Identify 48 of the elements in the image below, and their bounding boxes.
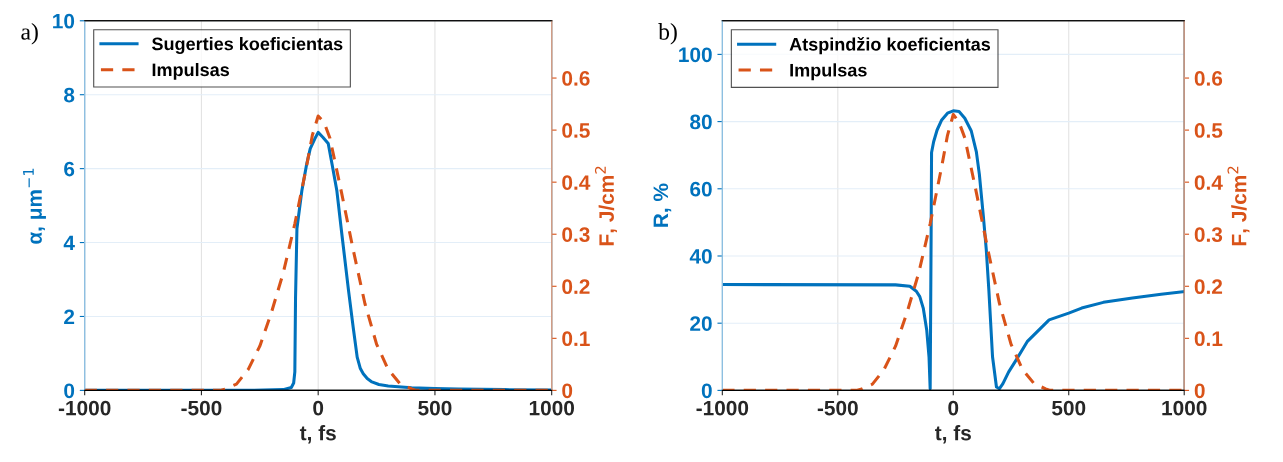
y2-tick-label: 0.1 [1194,331,1223,347]
x-tick-label: 1000 [1162,400,1207,416]
x-axis-title: t, fs [935,425,971,444]
x-tick-label: -500 [817,400,858,416]
x-tick-label: 500 [1052,400,1086,416]
y-tick-label: 10 [53,13,75,29]
y-tick-label: 8 [64,87,75,103]
x-tick-label: 0 [948,400,959,416]
text: a) [21,23,38,45]
y2-tick-label: 0 [1194,383,1205,399]
y2-tick-label: 0.4 [1194,175,1223,190]
legend-label: Sugerties koeficientas [152,37,343,54]
x-tick-label: 0 [313,400,324,416]
y-tick-label: 0 [64,383,75,399]
y2-tick-label: 0.5 [1194,123,1223,138]
y2-tick-label: 0.4 [562,175,591,190]
y-tick-label: 0 [701,383,712,399]
x-axis-title: t, fs [299,425,336,444]
y-tick-label: 6 [64,161,75,177]
y2-tick-label: 0.2 [562,279,590,295]
text: b) [658,23,677,45]
legend-label: Impulsas [152,62,230,80]
y-tick-label: 60 [690,181,712,197]
x-tick-label: 1000 [529,400,575,416]
y2-axis-title: F, J/cm$^{2}$ [1227,166,1250,246]
y-axis-title: α, μm$^{−1}$ [23,168,46,244]
y2-tick-label: 0 [562,383,573,399]
x-tick-label: -500 [181,400,222,416]
legend-label: Atspindžio koeficientas [789,37,991,55]
legend-label: Impulsas [790,63,867,81]
y-tick-label: 80 [690,114,712,130]
y2-tick-label: 0.5 [562,123,590,138]
y2-tick-label: 0.6 [1194,71,1223,86]
y-tick-label: 40 [689,248,712,264]
y-tick-label: 2 [64,309,75,325]
y-axis-title: R, % [653,183,672,227]
y2-tick-label: 0.1 [562,331,590,347]
y2-tick-label: 0.6 [562,71,590,86]
x-tick-label: -1000 [696,400,749,416]
y-tick-label: 4 [63,235,75,251]
y2-tick-label: 0.3 [1194,227,1223,242]
y2-axis-title: F, J/cm$^{2}$ [594,166,617,246]
x-tick-label: -1000 [58,400,111,416]
y2-tick-label: 0.3 [562,227,590,242]
y-tick-label: 20 [690,316,712,331]
x-tick-label: 500 [418,400,452,416]
y-tick-label: 100 [679,47,712,63]
y2-tick-label: 0.2 [1194,279,1223,295]
